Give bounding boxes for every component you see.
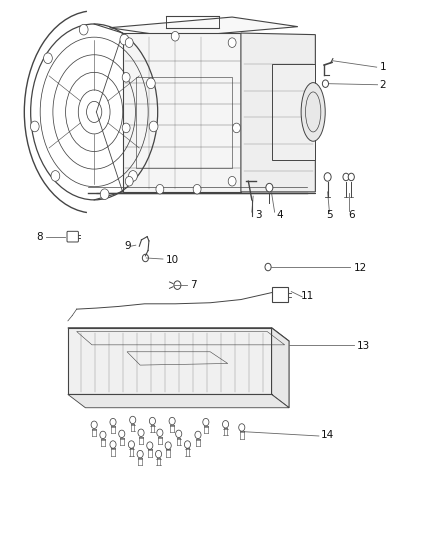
Text: 14: 14 xyxy=(321,431,334,440)
Circle shape xyxy=(343,173,349,181)
Circle shape xyxy=(233,123,240,133)
Circle shape xyxy=(228,38,236,47)
Circle shape xyxy=(176,430,182,438)
Polygon shape xyxy=(68,394,289,408)
Circle shape xyxy=(147,442,153,449)
Text: 4: 4 xyxy=(276,211,283,220)
Polygon shape xyxy=(110,17,298,37)
Circle shape xyxy=(156,184,164,194)
Circle shape xyxy=(171,31,179,41)
Circle shape xyxy=(239,424,245,431)
Text: 2: 2 xyxy=(380,80,386,90)
Circle shape xyxy=(128,441,134,448)
Text: 1: 1 xyxy=(380,62,386,72)
FancyBboxPatch shape xyxy=(272,287,288,302)
Text: 3: 3 xyxy=(255,211,261,220)
Circle shape xyxy=(125,38,133,47)
Circle shape xyxy=(91,421,97,429)
Circle shape xyxy=(265,263,271,271)
Circle shape xyxy=(100,431,106,439)
Circle shape xyxy=(165,442,171,449)
Text: 6: 6 xyxy=(348,211,355,220)
Polygon shape xyxy=(68,328,289,341)
Text: 11: 11 xyxy=(300,291,314,301)
Polygon shape xyxy=(272,328,289,408)
Circle shape xyxy=(142,254,148,262)
Circle shape xyxy=(130,416,136,424)
Circle shape xyxy=(122,72,130,82)
Text: 9: 9 xyxy=(124,241,131,251)
Circle shape xyxy=(43,53,52,63)
Circle shape xyxy=(146,78,155,88)
Text: 10: 10 xyxy=(166,255,179,265)
Circle shape xyxy=(110,418,116,426)
Circle shape xyxy=(122,123,130,133)
FancyBboxPatch shape xyxy=(67,231,78,242)
Circle shape xyxy=(119,430,125,438)
Polygon shape xyxy=(241,33,315,192)
Circle shape xyxy=(137,450,143,458)
Circle shape xyxy=(348,173,354,181)
Polygon shape xyxy=(272,64,315,160)
Ellipse shape xyxy=(301,83,325,141)
Circle shape xyxy=(149,417,155,425)
Text: 12: 12 xyxy=(354,263,367,273)
Circle shape xyxy=(174,281,181,289)
Circle shape xyxy=(203,418,209,426)
Circle shape xyxy=(110,441,116,448)
Circle shape xyxy=(266,183,273,192)
Circle shape xyxy=(228,176,236,186)
Circle shape xyxy=(157,429,163,437)
Text: 5: 5 xyxy=(326,211,333,220)
Circle shape xyxy=(195,431,201,439)
Circle shape xyxy=(193,184,201,194)
Circle shape xyxy=(51,171,60,181)
Circle shape xyxy=(149,121,158,132)
Circle shape xyxy=(169,417,175,425)
Polygon shape xyxy=(68,328,272,394)
Circle shape xyxy=(129,171,138,181)
Text: 8: 8 xyxy=(36,232,42,241)
Polygon shape xyxy=(123,33,241,192)
Circle shape xyxy=(322,80,328,87)
Circle shape xyxy=(30,121,39,132)
Circle shape xyxy=(184,441,191,448)
Circle shape xyxy=(223,421,229,428)
Circle shape xyxy=(100,189,109,199)
Circle shape xyxy=(79,25,88,35)
Circle shape xyxy=(324,173,331,181)
Circle shape xyxy=(155,450,162,458)
Circle shape xyxy=(120,34,129,45)
Text: 7: 7 xyxy=(191,280,197,290)
Circle shape xyxy=(138,429,144,437)
Text: 13: 13 xyxy=(357,342,370,351)
Circle shape xyxy=(125,176,133,186)
